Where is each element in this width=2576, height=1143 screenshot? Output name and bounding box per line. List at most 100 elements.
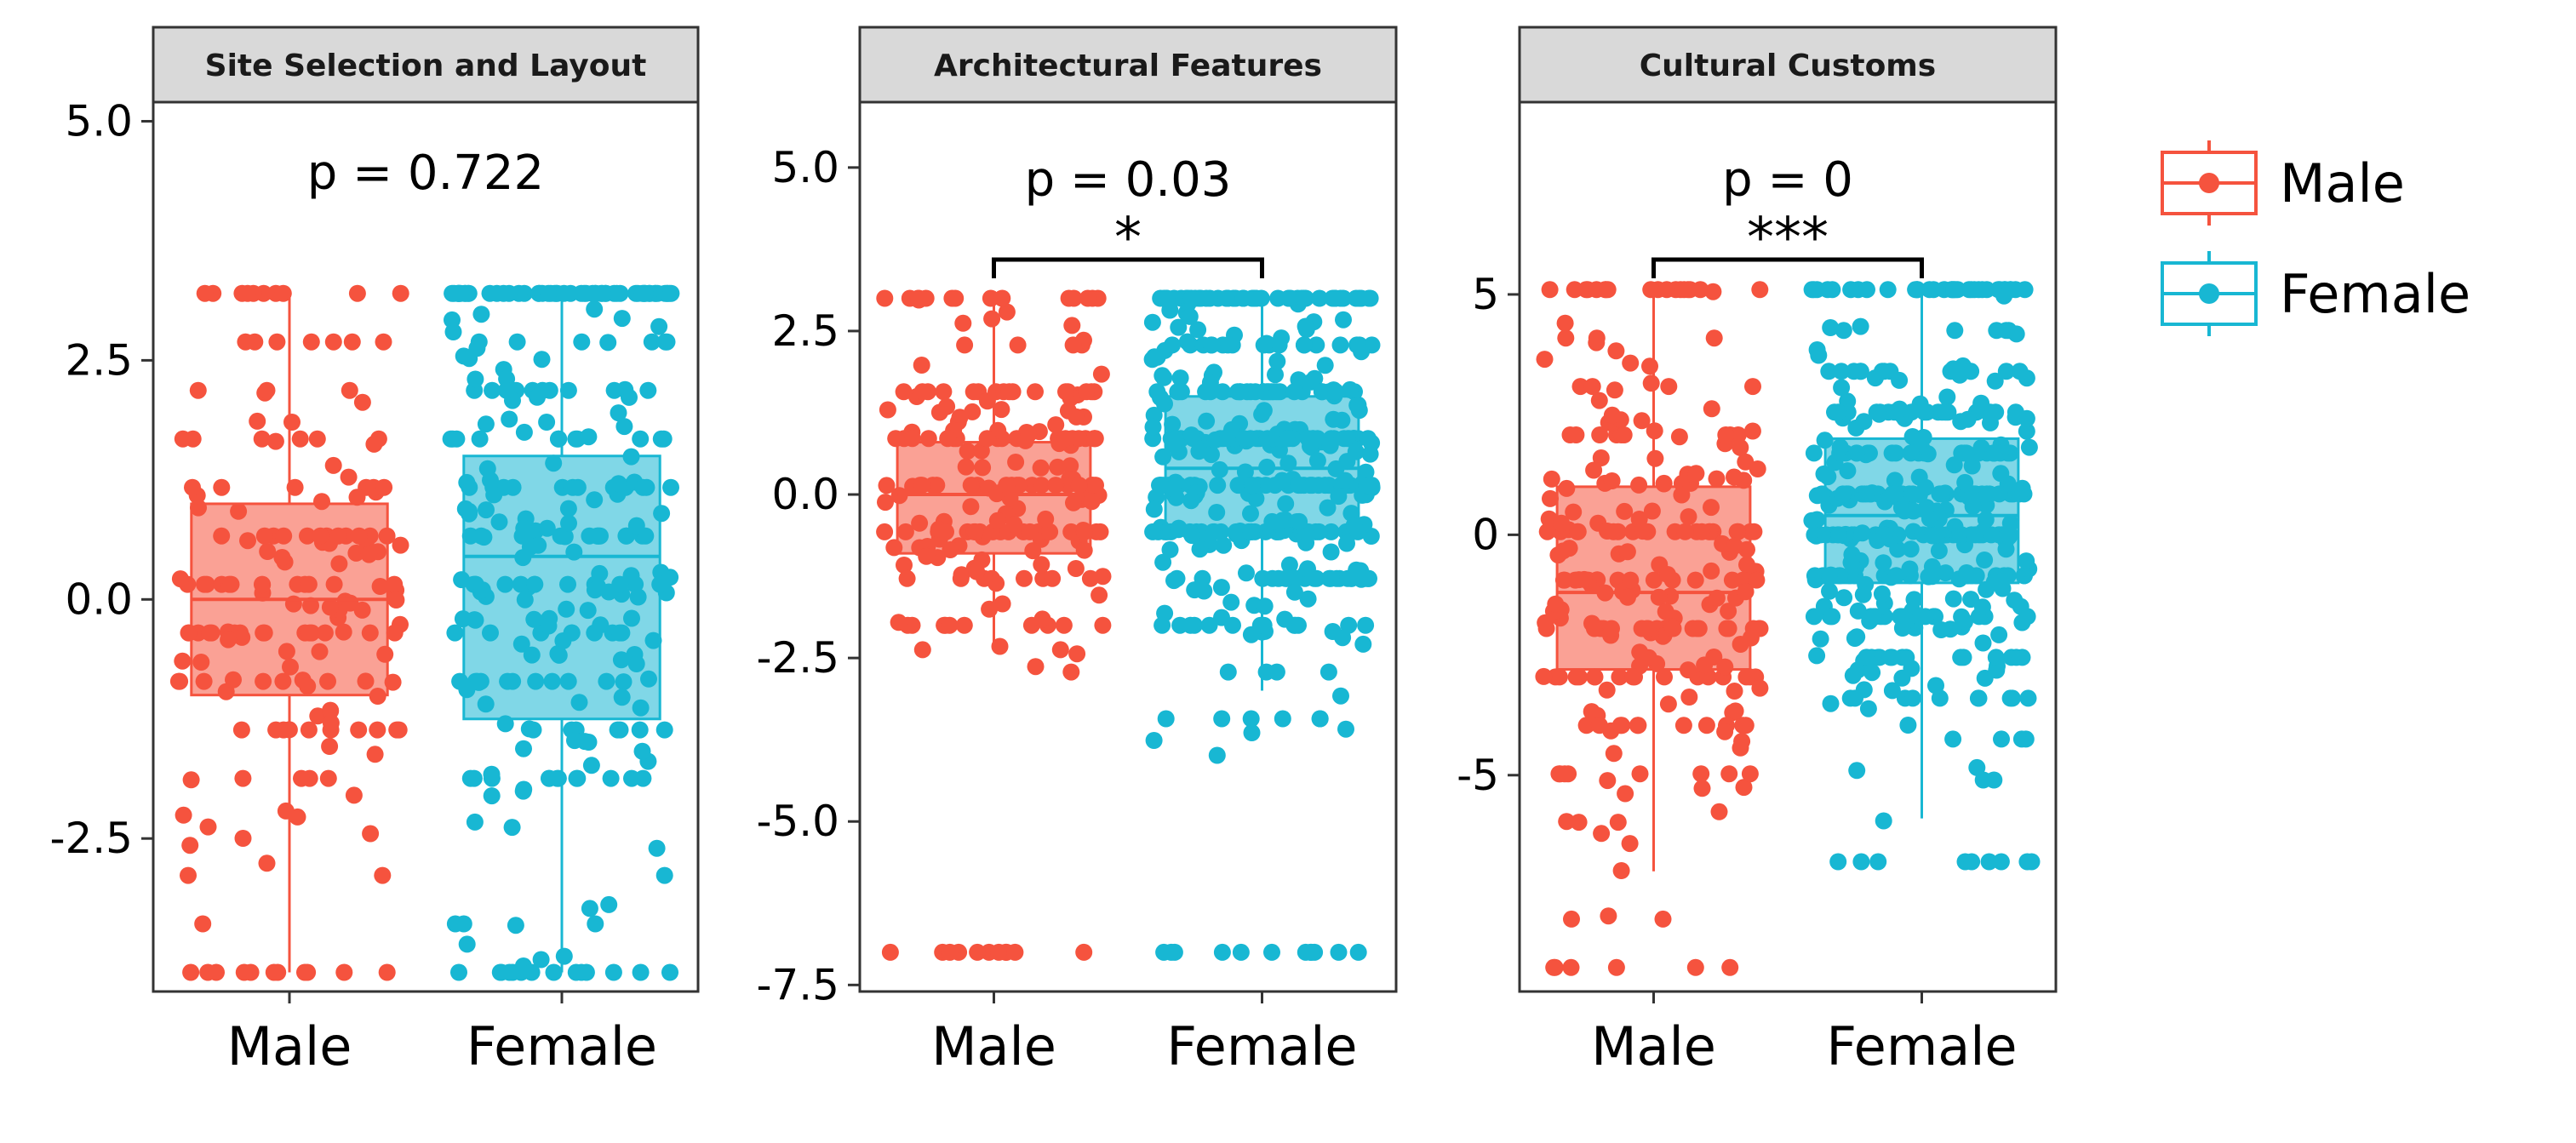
data-point <box>580 428 598 446</box>
data-point <box>1170 383 1188 401</box>
data-point <box>274 284 292 302</box>
data-point <box>1859 700 1877 717</box>
data-point <box>1642 281 1660 299</box>
data-point <box>598 672 615 690</box>
data-point <box>1302 373 1320 391</box>
data-point <box>644 632 662 649</box>
data-point <box>993 595 1011 613</box>
data-point <box>655 430 673 448</box>
data-point <box>1891 400 1909 418</box>
data-point <box>1629 717 1647 734</box>
data-point <box>1279 289 1297 307</box>
data-point <box>1051 641 1069 659</box>
data-point <box>938 397 956 415</box>
data-point <box>1321 437 1339 454</box>
data-point <box>454 610 472 628</box>
data-point <box>1357 463 1375 481</box>
data-point <box>559 381 577 399</box>
data-point <box>1674 717 1692 734</box>
data-point <box>171 570 189 588</box>
data-point <box>570 694 588 712</box>
data-point <box>1148 383 1166 401</box>
data-point <box>942 541 959 558</box>
data-point <box>881 943 899 961</box>
data-point <box>1963 457 1981 475</box>
data-point <box>291 430 309 448</box>
data-point <box>230 502 248 520</box>
data-point <box>1092 365 1110 383</box>
data-point <box>556 528 574 546</box>
y-tick-label: 5.0 <box>65 96 133 146</box>
data-point <box>234 769 252 787</box>
data-point <box>568 769 586 787</box>
data-point <box>1024 542 1042 560</box>
data-point <box>299 527 316 545</box>
data-point <box>503 819 521 837</box>
data-point <box>1268 383 1285 401</box>
data-point <box>1634 523 1652 540</box>
data-point <box>300 575 318 593</box>
data-point <box>1708 470 1726 488</box>
data-point <box>650 317 668 335</box>
data-point <box>1360 430 1377 448</box>
data-point <box>1021 523 1039 540</box>
data-point <box>1224 616 1241 634</box>
data-point <box>592 616 610 634</box>
data-point <box>526 575 544 593</box>
data-point <box>1819 468 1837 486</box>
data-point <box>481 284 499 302</box>
data-point <box>174 652 192 670</box>
data-point <box>1617 785 1634 803</box>
data-point <box>1737 668 1755 686</box>
data-point <box>357 672 375 690</box>
data-point <box>1067 560 1085 577</box>
data-point <box>453 571 471 589</box>
data-point <box>1006 943 1024 961</box>
data-point <box>1624 668 1642 686</box>
data-point <box>1145 500 1163 518</box>
panel-title: Site Selection and Layout <box>205 49 647 83</box>
data-point <box>322 701 340 719</box>
data-point <box>1820 363 1838 380</box>
data-point <box>1830 526 1848 544</box>
y-tick-label: 5.0 <box>771 143 839 192</box>
data-point <box>1735 779 1753 797</box>
data-point <box>1545 958 1563 976</box>
data-point <box>1606 381 1623 399</box>
data-point <box>1056 430 1074 448</box>
data-point <box>189 381 207 399</box>
data-point <box>1556 314 1574 332</box>
data-point <box>877 494 894 511</box>
data-point <box>1618 543 1636 561</box>
data-point <box>1205 523 1223 540</box>
data-point <box>953 566 970 584</box>
data-point <box>1075 943 1093 961</box>
data-point <box>1218 430 1236 448</box>
data-point <box>1267 366 1284 384</box>
data-point <box>386 624 404 642</box>
data-point <box>2007 649 2025 666</box>
data-point <box>956 336 974 354</box>
data-point <box>1075 523 1093 540</box>
data-point <box>662 284 680 302</box>
data-point <box>1921 281 1938 299</box>
data-point <box>1803 281 1821 299</box>
data-point <box>559 672 577 690</box>
data-point <box>1974 634 1992 652</box>
data-point <box>1963 853 1981 871</box>
data-point <box>1997 363 2015 380</box>
data-point <box>1219 663 1237 681</box>
data-point <box>501 410 518 428</box>
data-point <box>374 866 392 884</box>
data-point <box>602 769 620 787</box>
data-point <box>1167 430 1185 448</box>
data-point <box>1607 342 1625 360</box>
data-point <box>1641 357 1658 375</box>
data-point <box>258 854 276 872</box>
data-point <box>627 655 645 672</box>
data-point <box>1299 430 1317 448</box>
data-point <box>1693 523 1711 540</box>
data-point <box>1217 289 1235 307</box>
data-point <box>1704 283 1722 300</box>
data-point <box>887 430 905 448</box>
